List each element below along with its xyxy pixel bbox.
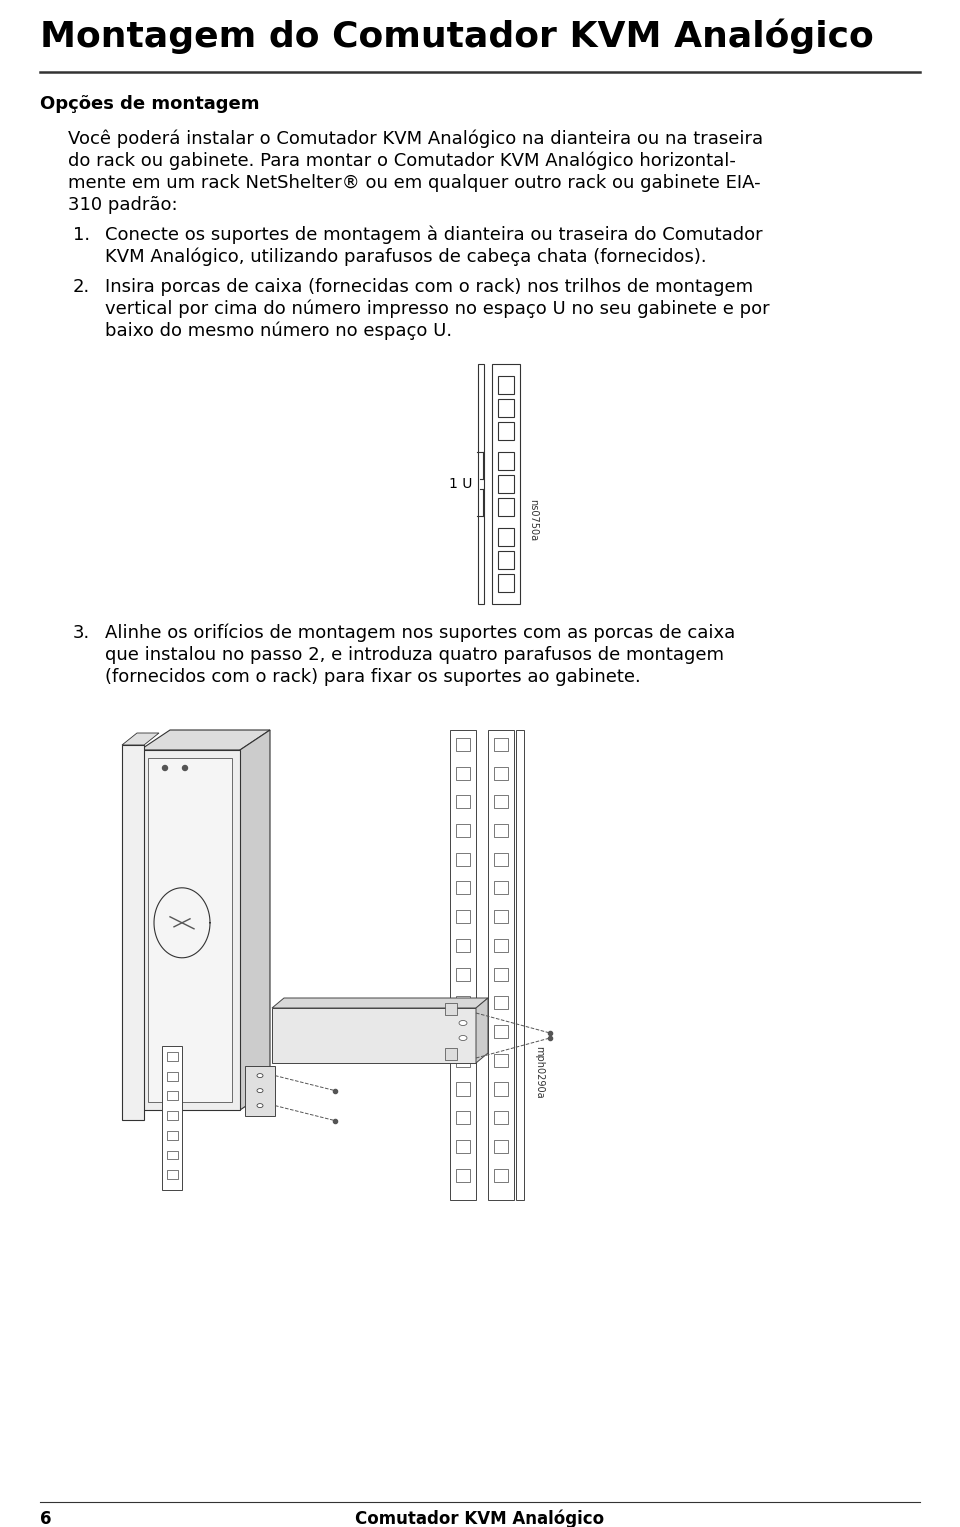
Bar [497,528,515,547]
Bar [493,852,508,866]
Bar [456,825,470,837]
Bar [162,1046,182,1190]
Bar [493,796,508,808]
Text: que instalou no passo 2, e introduza quatro parafusos de montagem: que instalou no passo 2, e introduza qua… [105,646,724,664]
Polygon shape [240,730,270,1110]
Text: (fornecidos com o rack) para fixar os suportes ao gabinete.: (fornecidos com o rack) para fixar os su… [105,667,640,686]
Bar [497,452,515,470]
Polygon shape [476,999,488,1063]
Ellipse shape [459,1020,467,1026]
Bar [493,738,508,751]
Text: 1 U: 1 U [448,476,472,492]
Ellipse shape [257,1089,263,1093]
Circle shape [182,765,187,771]
Bar [493,767,508,780]
Bar [493,1083,508,1095]
Bar [456,1025,470,1038]
Bar [493,910,508,924]
Bar [493,1141,508,1153]
Bar [497,376,515,394]
Bar [166,1150,178,1159]
Text: mph0290a: mph0290a [534,1046,544,1099]
Bar [493,1025,508,1038]
Text: 3.: 3. [73,625,90,641]
Bar [166,1132,178,1139]
Text: 1.: 1. [73,226,90,244]
Ellipse shape [459,1035,467,1040]
Polygon shape [122,733,159,745]
Bar [493,825,508,837]
Bar [122,745,144,1119]
Text: 6: 6 [40,1510,52,1527]
Bar [456,1054,470,1067]
Bar [456,910,470,924]
Bar [492,363,520,605]
Bar [140,750,240,1110]
Bar [493,996,508,1009]
Bar [272,1008,476,1063]
Bar [493,1168,508,1182]
Bar [166,1072,178,1081]
Text: Alinhe os orifícios de montagem nos suportes com as porcas de caixa: Alinhe os orifícios de montagem nos supo… [105,625,735,643]
Bar [493,881,508,895]
Ellipse shape [257,1073,263,1078]
Bar [456,996,470,1009]
Bar [456,796,470,808]
Bar [488,730,514,1200]
Bar [456,939,470,951]
Bar [445,1048,457,1060]
Bar [166,1112,178,1119]
Bar [456,1168,470,1182]
Circle shape [162,765,167,771]
Bar [497,498,515,516]
Text: vertical por cima do número impresso no espaço U no seu gabinete e por: vertical por cima do número impresso no … [105,299,770,319]
Bar [497,475,515,493]
Bar [445,1003,457,1015]
Ellipse shape [257,1104,263,1107]
Bar [450,730,476,1200]
Text: KVM Analógico, utilizando parafusos de cabeça chata (fornecidos).: KVM Analógico, utilizando parafusos de c… [105,247,707,267]
Text: Opções de montagem: Opções de montagem [40,95,259,113]
Bar [245,1066,275,1116]
Bar [456,881,470,895]
Bar [166,1052,178,1061]
Bar [493,968,508,980]
Text: Comutador KVM Analógico: Comutador KVM Analógico [355,1510,605,1527]
Bar [493,939,508,951]
Polygon shape [272,999,488,1008]
Text: Você poderá instalar o Comutador KVM Analógico na dianteira ou na traseira: Você poderá instalar o Comutador KVM Ana… [68,130,763,148]
Text: Conecte os suportes de montagem à dianteira ou traseira do Comutador: Conecte os suportes de montagem à diante… [105,226,762,244]
Bar [456,1141,470,1153]
Text: Montagem do Comutador KVM Analógico: Montagem do Comutador KVM Analógico [40,18,874,53]
Bar [493,1054,508,1067]
Bar [493,1112,508,1124]
Bar [456,1083,470,1095]
Bar [166,1092,178,1101]
Text: Insira porcas de caixa (fornecidas com o rack) nos trilhos de montagem: Insira porcas de caixa (fornecidas com o… [105,278,754,296]
Text: 2.: 2. [73,278,90,296]
Polygon shape [140,730,270,750]
Text: mente em um rack NetShelter® ou em qualquer outro rack ou gabinete EIA-: mente em um rack NetShelter® ou em qualq… [68,174,760,192]
Bar [497,551,515,570]
Bar [497,574,515,592]
Text: 310 padrão:: 310 padrão: [68,195,178,214]
Bar [456,1112,470,1124]
Bar [497,399,515,417]
Bar [497,421,515,440]
Bar [148,757,232,1102]
Bar [456,738,470,751]
Bar [516,730,524,1200]
Bar [166,1170,178,1179]
Text: baixo do mesmo número no espaço U.: baixo do mesmo número no espaço U. [105,322,452,341]
Text: do rack ou gabinete. Para montar o Comutador KVM Analógico horizontal-: do rack ou gabinete. Para montar o Comut… [68,153,736,171]
Bar [456,968,470,980]
Bar [478,363,484,605]
Bar [456,767,470,780]
Bar [456,852,470,866]
Text: ns0750a: ns0750a [528,499,538,541]
